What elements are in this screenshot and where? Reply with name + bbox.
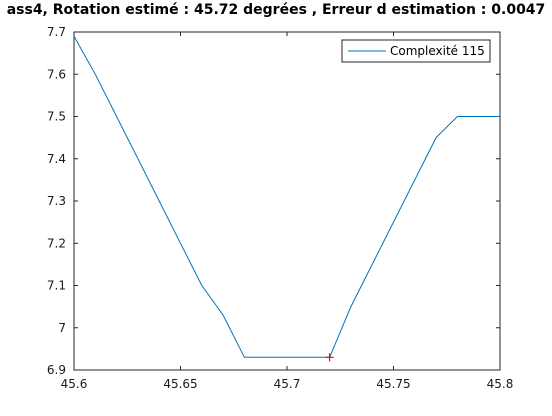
y-tick-label: 7.1 [47, 279, 66, 293]
y-tick-label: 7.2 [47, 236, 66, 250]
legend-label: Complexité 115 [390, 44, 485, 58]
y-tick-label: 7.7 [47, 25, 66, 39]
x-tick-label: 45.65 [163, 377, 197, 391]
axes-box [73, 31, 501, 371]
x-tick-label: 45.6 [61, 377, 88, 391]
y-tick-label: 7.6 [47, 67, 66, 81]
y-tick-label: 6.9 [47, 363, 66, 377]
y-tick-label: 7 [58, 321, 66, 335]
x-tick-label: 45.8 [487, 377, 514, 391]
series-line [73, 35, 500, 358]
x-tick-label: 45.7 [274, 377, 301, 391]
x-tick-label: 45.75 [376, 377, 410, 391]
estimate-marker [325, 353, 334, 362]
y-tick-label: 7.3 [47, 194, 66, 208]
chart-title: ass4, Rotation estimé : 45.72 degrées , … [6, 2, 546, 18]
legend-box [341, 39, 491, 63]
y-tick-label: 7.5 [47, 110, 66, 124]
y-tick-label: 7.4 [47, 152, 66, 166]
